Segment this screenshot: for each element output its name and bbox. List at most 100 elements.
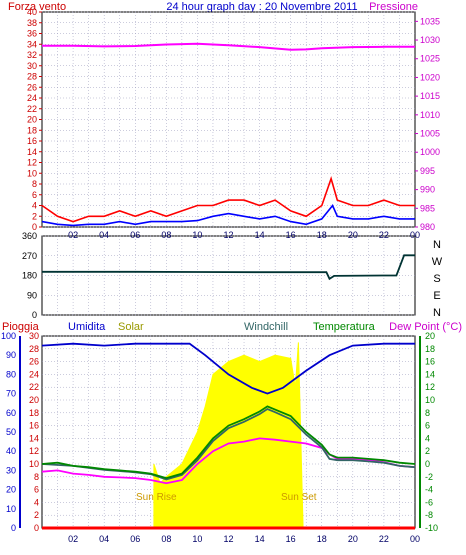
humidity-tick-label: 80 <box>6 369 16 379</box>
x-tick-label: 20 <box>348 534 358 544</box>
humidity-tick-label: 90 <box>6 350 16 360</box>
x-tick-label: 10 <box>192 230 202 240</box>
pressure-tick-label: 1030 <box>420 35 440 45</box>
wind-tick-label: 32 <box>27 50 37 60</box>
wind-tick-label: 30 <box>27 61 37 71</box>
humidity-tick-label: 30 <box>6 465 16 475</box>
x-tick-label: 14 <box>255 230 265 240</box>
temp-tick-label: 18 <box>425 344 435 354</box>
pressure-tick-label: 995 <box>420 166 435 176</box>
wind-tick-label: 24 <box>27 93 37 103</box>
series-direzione <box>42 254 415 281</box>
x-tick-label: 12 <box>223 534 233 544</box>
wind-tick-label: 14 <box>27 147 37 157</box>
pressure-tick-label: 1025 <box>420 54 440 64</box>
temp-tick-label: -10 <box>425 523 438 533</box>
rain-tick-label: 8 <box>34 472 39 482</box>
x-tick-label: 00 <box>410 230 420 240</box>
sun-rise-label: Sun Rise <box>136 492 177 503</box>
temp-tick-label: 20 <box>425 331 435 341</box>
sun-set-label: Sun Set <box>281 492 317 503</box>
x-tick-label: 10 <box>192 534 202 544</box>
temp-tick-label: -6 <box>425 497 433 507</box>
x-tick-label: 22 <box>379 534 389 544</box>
legend-solar: Solar <box>118 321 144 333</box>
x-tick-label: 04 <box>99 230 109 240</box>
series-pressione <box>42 42 415 51</box>
pressure-tick-label: 1000 <box>420 147 440 157</box>
axis-layer: 0246810121416182022242628303234363840980… <box>1 7 443 544</box>
pressure-tick-label: 980 <box>420 222 435 232</box>
temp-tick-label: -4 <box>425 485 433 495</box>
temp-tick-label: 6 <box>425 421 430 431</box>
rain-tick-label: 18 <box>29 408 39 418</box>
x-tick-label: 00 <box>410 534 420 544</box>
pressure-tick-label: 985 <box>420 203 435 213</box>
x-tick-label: 16 <box>286 534 296 544</box>
temp-tick-label: 8 <box>425 408 430 418</box>
legend-temperatura: Temperatura <box>313 321 376 333</box>
wind-tick-label: 22 <box>27 104 37 114</box>
rain-tick-label: 2 <box>34 510 39 520</box>
humidity-tick-label: 0 <box>11 523 16 533</box>
direction-tick-label: 360 <box>22 231 37 241</box>
x-tick-label: 20 <box>348 230 358 240</box>
wind-tick-label: 12 <box>27 158 37 168</box>
x-tick-label: 08 <box>161 534 171 544</box>
x-tick-label: 02 <box>68 534 78 544</box>
humidity-tick-label: 40 <box>6 446 16 456</box>
direction-tick-label: 90 <box>27 290 37 300</box>
pressure-tick-label: 1010 <box>420 110 440 120</box>
temp-tick-label: 4 <box>425 433 430 443</box>
x-tick-label: 02 <box>68 230 78 240</box>
humidity-tick-label: 70 <box>6 389 16 399</box>
wind-tick-label: 20 <box>27 115 37 125</box>
rain-tick-label: 26 <box>29 357 39 367</box>
humidity-tick-label: 50 <box>6 427 16 437</box>
wind-tick-label: 2 <box>32 211 37 221</box>
rain-tick-label: 14 <box>29 433 39 443</box>
rain-tick-label: 24 <box>29 369 39 379</box>
x-tick-label: 18 <box>317 230 327 240</box>
direction-tick-label: 180 <box>22 271 37 281</box>
legend-windchill: Windchill <box>244 321 288 333</box>
wind-tick-label: 6 <box>32 190 37 200</box>
rain-tick-label: 16 <box>29 421 39 431</box>
wind-tick-label: 34 <box>27 39 37 49</box>
rain-tick-label: 4 <box>34 497 39 507</box>
compass-label: N <box>433 307 441 319</box>
rain-tick-label: 28 <box>29 344 39 354</box>
pressure-tick-label: 1005 <box>420 129 440 139</box>
rain-tick-label: 10 <box>29 459 39 469</box>
wind-tick-label: 18 <box>27 125 37 135</box>
temp-tick-label: 12 <box>425 382 435 392</box>
pressure-tick-label: 1020 <box>420 72 440 82</box>
wind-tick-label: 10 <box>27 168 37 178</box>
wind-tick-label: 28 <box>27 72 37 82</box>
legend-dew-point: Dew Point (°C) <box>389 321 462 333</box>
x-tick-label: 12 <box>223 230 233 240</box>
compass-label: E <box>433 290 440 302</box>
temp-tick-label: 2 <box>425 446 430 456</box>
humidity-tick-label: 10 <box>6 504 16 514</box>
series-raffica <box>41 175 415 223</box>
left-axis-title: Forza vento <box>8 1 66 13</box>
right-axis-title: Pressione <box>369 1 418 13</box>
series-dew-point <box>41 437 416 485</box>
wind-tick-label: 16 <box>27 136 37 146</box>
humidity-tick-label: 20 <box>6 485 16 495</box>
legend-umidita: Umidita <box>68 321 106 333</box>
pressure-tick-label: 1015 <box>420 91 440 101</box>
rain-tick-label: 20 <box>29 395 39 405</box>
x-tick-label: 06 <box>130 534 140 544</box>
rain-tick-label: 30 <box>29 331 39 341</box>
wind-tick-label: 4 <box>32 201 37 211</box>
x-tick-label: 08 <box>161 230 171 240</box>
legend-pioggia: Pioggia <box>2 321 40 333</box>
humidity-tick-label: 60 <box>6 408 16 418</box>
temp-tick-label: -8 <box>425 510 433 520</box>
compass-label: W <box>432 256 443 268</box>
rain-tick-label: 22 <box>29 382 39 392</box>
x-tick-label: 16 <box>286 230 296 240</box>
